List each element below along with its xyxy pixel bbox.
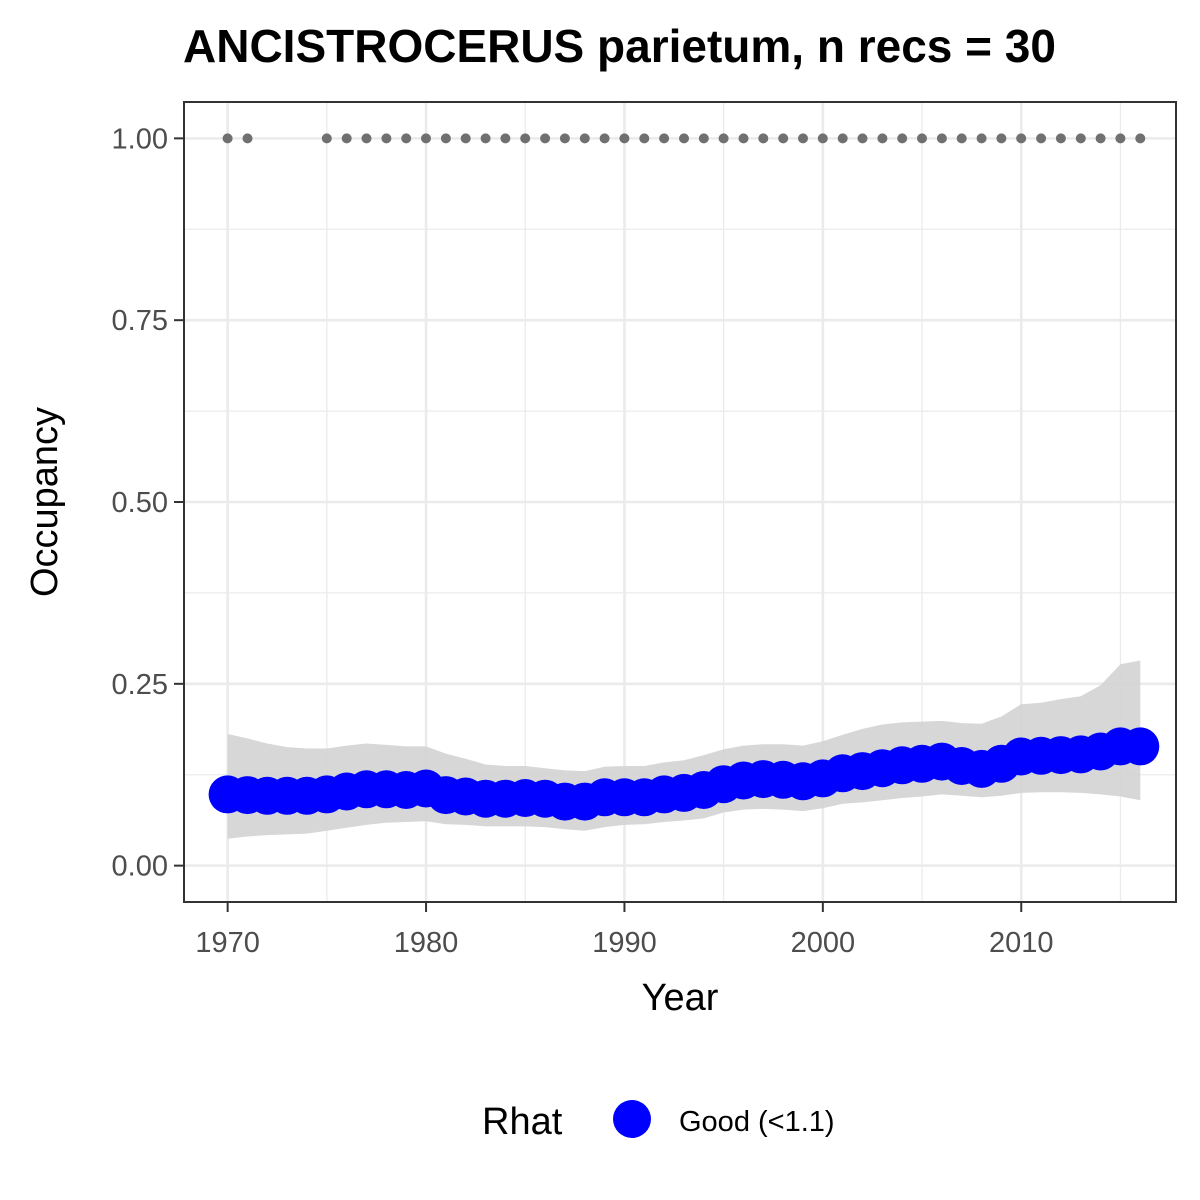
record-point [222,133,233,144]
record-point [619,133,630,144]
x-axis-title: Year [642,977,719,1019]
record-point [798,133,808,144]
record-point [679,133,689,144]
record-point [381,133,392,144]
record-point [1036,133,1047,144]
record-point [956,133,967,144]
record-point [738,133,749,144]
record-point [559,133,570,144]
record-point [440,133,451,144]
record-point [897,133,908,144]
record-point [996,133,1007,144]
record-point [857,133,868,144]
record-point [758,133,769,144]
record-point [718,133,729,144]
record-point [1115,133,1126,144]
record-point [460,133,471,144]
record-point [520,133,531,144]
record-point [936,133,947,144]
record-point [817,133,828,144]
chart-title: ANCISTROCERUS parietum, n recs = 30 [183,20,1056,72]
record-point [599,133,610,144]
x-tick-label: 2010 [989,927,1054,959]
x-tick-label: 1980 [394,927,459,959]
y-tick-label: 1.00 [112,123,168,155]
y-axis: 0.00 0.25 0.50 0.75 1.00 [112,123,184,883]
record-point [341,133,352,144]
legend: Rhat Good (<1.1) [482,1100,835,1143]
record-point [1075,133,1086,144]
plot-panel [183,101,1177,903]
record-point [361,133,372,144]
x-tick-label: 1970 [195,927,260,959]
legend-label-good: Good (<1.1) [679,1106,835,1138]
record-point [321,133,332,144]
record-point [540,133,551,144]
record-point [698,133,709,144]
occupancy-points-layer [208,727,1160,821]
record-point [778,133,789,144]
record-point [917,133,927,144]
record-point [1016,133,1027,144]
record-point [659,133,670,144]
record-point [401,133,412,144]
record-point [480,133,491,144]
record-point [1095,133,1106,144]
record-points-layer [222,133,1146,144]
record-point [976,133,987,144]
y-tick-label: 0.50 [112,487,168,519]
y-tick-label: 0.00 [112,851,168,883]
x-tick-label: 2000 [791,927,856,959]
y-tick-label: 0.25 [112,669,168,701]
record-point [1055,133,1066,144]
record-point [1135,133,1146,144]
legend-key-good [613,1100,651,1138]
occupancy-point [1121,727,1160,766]
record-point [500,133,511,144]
record-point [639,133,650,144]
legend-title: Rhat [482,1101,563,1143]
record-point [877,133,888,144]
y-axis-title: Occupancy [24,407,66,597]
record-point [421,133,431,144]
record-point [242,133,253,144]
x-tick-label: 1990 [592,927,657,959]
x-axis: 1970 1980 1990 2000 2010 [195,902,1054,959]
record-point [837,133,848,144]
y-tick-label: 0.75 [112,305,168,337]
record-point [579,133,590,144]
